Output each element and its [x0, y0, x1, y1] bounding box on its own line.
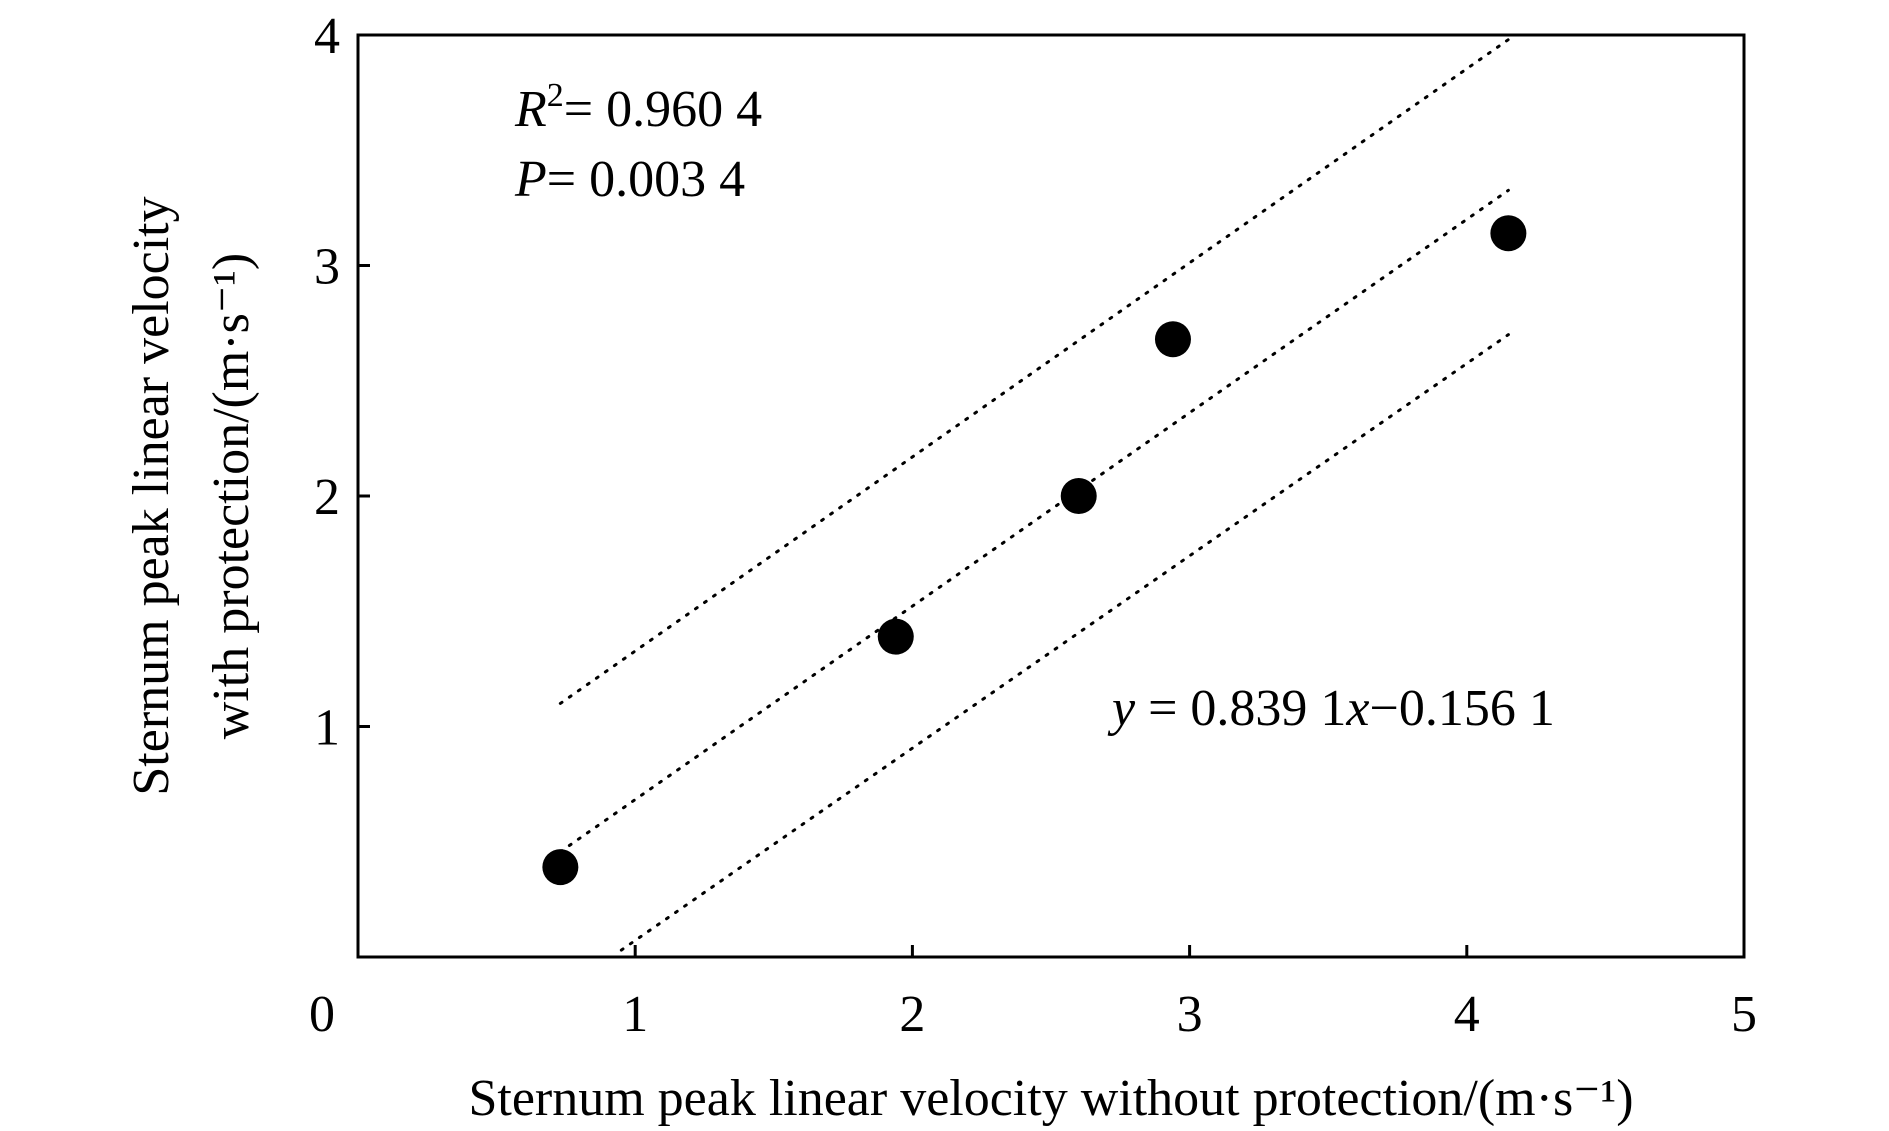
x-tick-label: 1: [622, 986, 648, 1043]
x-tick-label: 4: [1454, 986, 1480, 1043]
x-tick-label: 3: [1177, 986, 1203, 1043]
y-axis-title-line-1: Sternum peak linear velocity: [123, 196, 180, 795]
confidence-upper-line: [558, 38, 1510, 705]
y-tick-label: 3: [314, 239, 340, 296]
p-annotation: P= 0.003 4: [514, 151, 745, 208]
y-tick-label: 2: [314, 469, 340, 526]
y-tick-label: 4: [314, 8, 340, 65]
y-axis-title-line-2: with protection/(m·s⁻¹): [203, 253, 260, 739]
data-point: [877, 618, 914, 655]
data-point: [542, 849, 579, 886]
axis-ticks: 0 1 2 3 4 5 1 2 3 4: [309, 8, 1757, 1043]
data-points: [542, 215, 1527, 886]
confidence-lower-line: [619, 333, 1510, 952]
x-axis-title: Sternum peak linear velocity without pro…: [468, 1070, 1633, 1127]
r2-annotation: R2= 0.960 4: [514, 77, 762, 138]
confidence-band: [558, 38, 1510, 952]
data-point: [1154, 321, 1191, 358]
data-point: [1060, 478, 1097, 514]
x-tick-label: 2: [899, 986, 925, 1043]
y-tick-label: 1: [314, 700, 340, 757]
data-point: [1490, 215, 1527, 252]
regression-line: [558, 188, 1510, 854]
fit-line: [558, 188, 1510, 854]
regression-equation: y = 0.839 1x−0.156 1: [1107, 680, 1555, 737]
x-tick-label: 0: [309, 986, 335, 1043]
x-tick-label: 5: [1731, 986, 1757, 1043]
